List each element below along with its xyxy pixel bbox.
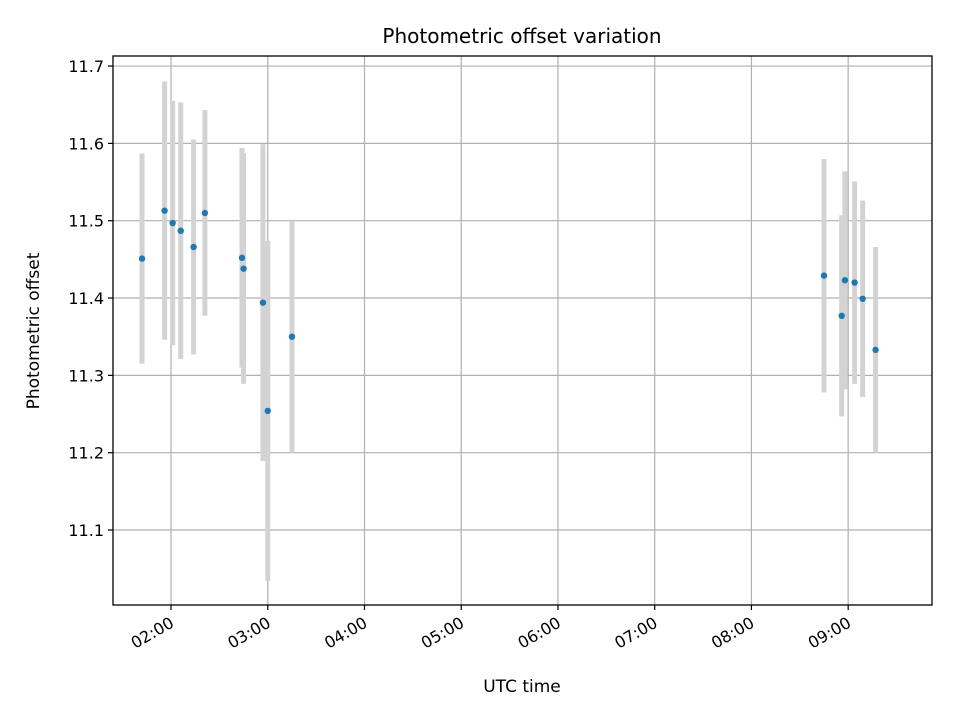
data-point <box>851 279 858 286</box>
data-point <box>288 333 296 340</box>
data-point <box>240 265 247 272</box>
data-points <box>138 207 879 415</box>
x-axis-ticks: 02:00 03:00 04:00 05:00 06:00 07:00 08:00 09:00 <box>128 605 854 653</box>
y-tick-label: 11.1 <box>68 521 104 540</box>
data-point <box>238 254 246 262</box>
data-point <box>259 299 267 306</box>
data-point <box>169 219 176 227</box>
data-point <box>138 255 146 262</box>
y-tick-label: 11.5 <box>68 212 104 231</box>
data-point <box>161 207 168 214</box>
error-bars <box>139 81 879 582</box>
chart-title: Photometric offset variation <box>382 24 661 48</box>
x-tick-label: 02:00 <box>128 613 177 653</box>
plot-frame <box>112 55 933 606</box>
grid <box>113 56 932 605</box>
data-point <box>859 295 866 302</box>
y-axis-ticks: 11.1 11.2 11.3 11.4 11.5 11.6 11.7 <box>68 57 113 540</box>
data-point <box>872 346 879 354</box>
x-axis-title: UTC time <box>483 677 561 697</box>
x-tick-label: 08:00 <box>708 613 757 653</box>
data-point <box>177 227 184 234</box>
data-point <box>841 277 849 284</box>
x-tick-label: 05:00 <box>418 613 467 653</box>
y-tick-label: 11.2 <box>68 444 104 463</box>
y-axis-title: Photometric offset <box>24 252 44 409</box>
data-point <box>820 272 828 279</box>
y-tick-label: 11.7 <box>68 57 104 76</box>
data-point <box>264 407 271 415</box>
y-tick-label: 11.4 <box>68 289 104 308</box>
x-tick-label: 06:00 <box>515 613 564 653</box>
x-tick-label: 09:00 <box>805 613 854 653</box>
y-tick-label: 11.6 <box>68 134 104 153</box>
data-point <box>201 209 209 217</box>
x-tick-label: 03:00 <box>224 613 273 653</box>
y-tick-label: 11.3 <box>68 366 104 385</box>
data-point <box>190 243 197 251</box>
x-tick-label: 04:00 <box>321 613 370 653</box>
data-point <box>838 312 845 320</box>
x-tick-label: 07:00 <box>611 613 660 653</box>
